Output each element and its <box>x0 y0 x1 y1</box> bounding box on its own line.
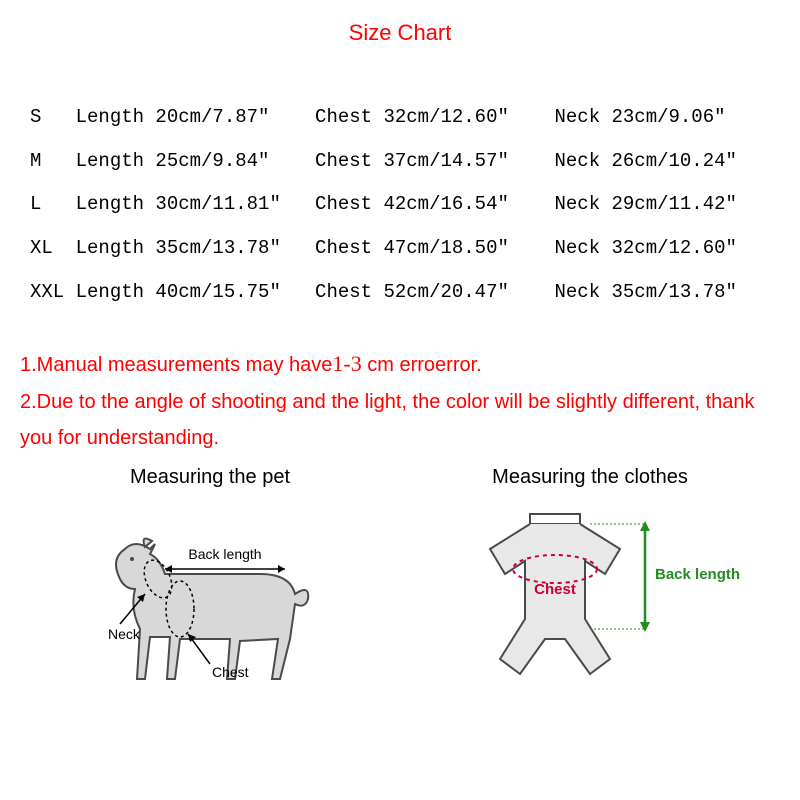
pet-diagram-svg: Back length Neck Chest <box>60 499 360 699</box>
page-title: Size Chart <box>0 0 800 46</box>
clothes-diagram-box: Measuring the clothes Chest Back length <box>400 466 780 699</box>
size-cell: XL Length 35cm/13.78″ Chest 47cm/18.50″ … <box>30 237 737 259</box>
table-row: S Length 20cm/7.87″ Chest 32cm/12.60″ Ne… <box>30 96 770 140</box>
back-length-label: Back length <box>188 546 261 562</box>
table-row: M Length 25cm/9.84″ Chest 37cm/14.57″ Ne… <box>30 140 770 184</box>
chest-label: Chest <box>212 664 249 680</box>
clothes-back-label: Back length <box>655 566 740 583</box>
clothes-diagram-title: Measuring the clothes <box>400 466 780 489</box>
pet-diagram-box: Measuring the pet Back length Neck Chest <box>20 466 400 699</box>
table-row: XL Length 35cm/13.78″ Chest 47cm/18.50″ … <box>30 227 770 271</box>
note1-emphasis: 1-3 <box>332 351 361 376</box>
note1-prefix: 1.Manual measurements may have <box>20 354 332 376</box>
neck-label: Neck <box>108 626 141 642</box>
note-line-1: 1.Manual measurements may have1-3 cm err… <box>20 344 780 384</box>
diagrams-container: Measuring the pet Back length Neck Chest <box>0 466 800 699</box>
size-cell: S Length 20cm/7.87″ Chest 32cm/12.60″ Ne… <box>30 106 726 128</box>
size-cell: XXL Length 40cm/15.75″ Chest 52cm/20.47″… <box>30 281 737 303</box>
size-chart-table: S Length 20cm/7.87″ Chest 32cm/12.60″ Ne… <box>30 96 770 314</box>
note-line-2: 2.Due to the angle of shooting and the l… <box>20 384 780 456</box>
size-cell: L Length 30cm/11.81″ Chest 42cm/16.54″ N… <box>30 193 737 215</box>
table-row: XXL Length 40cm/15.75″ Chest 52cm/20.47″… <box>30 271 770 315</box>
size-cell: M Length 25cm/9.84″ Chest 37cm/14.57″ Ne… <box>30 150 737 172</box>
clothes-chest-label: Chest <box>534 581 576 598</box>
pet-diagram-title: Measuring the pet <box>20 466 400 489</box>
notes-section: 1.Manual measurements may have1-3 cm err… <box>20 344 780 456</box>
clothes-diagram-svg: Chest Back length <box>430 499 750 699</box>
table-row: L Length 30cm/11.81″ Chest 42cm/16.54″ N… <box>30 183 770 227</box>
note1-suffix: cm erroerror. <box>362 354 482 376</box>
